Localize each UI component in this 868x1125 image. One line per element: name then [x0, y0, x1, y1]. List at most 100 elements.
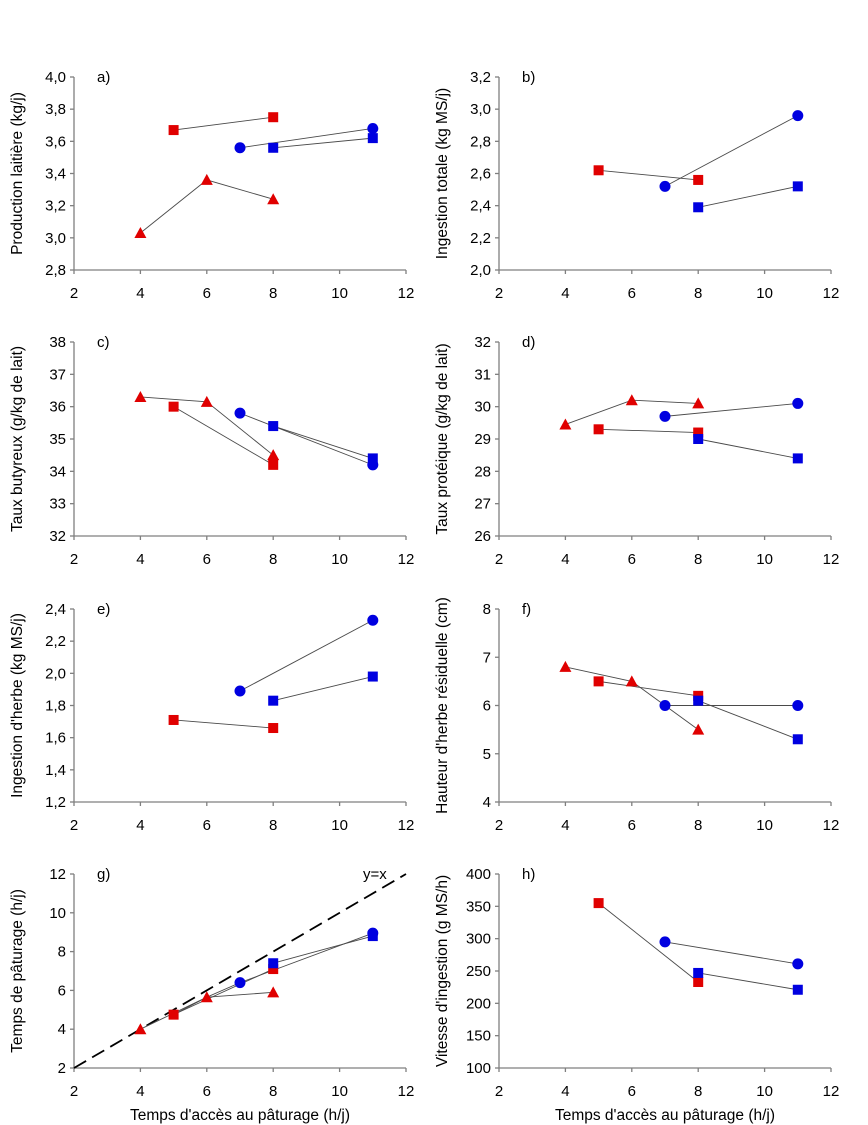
y-tick-label: 32	[49, 528, 66, 545]
y-tick-label: 2,2	[470, 230, 491, 247]
y-tick-label: 3,4	[45, 166, 66, 183]
data-point-blue-circle	[792, 397, 804, 409]
panel-label: a)	[97, 69, 110, 86]
y-tick-label: 6	[483, 698, 491, 715]
data-point-blue-square	[792, 734, 803, 745]
y-tick-label: 1,2	[45, 794, 66, 811]
data-point-red-triangle	[134, 227, 147, 239]
x-tick-label: 6	[203, 285, 211, 302]
series-line-blue-circle	[239, 932, 373, 984]
reference-line-y-equals-x	[73, 873, 407, 1069]
x-tick-label: 12	[398, 1083, 415, 1100]
series-line-blue-circle	[239, 412, 373, 466]
x-tick-label: 8	[269, 817, 277, 834]
data-point-blue-circle	[792, 110, 804, 122]
data-point-red-triangle	[625, 394, 638, 406]
panel-g: 2 4 6 8 10 12 2 4 6 8 10 12 g) Temps de pâturage (h/j…	[9, 866, 414, 1124]
y-axis-title: Ingestion totale (kg MS/j)	[434, 88, 451, 259]
y-tick-label: 6	[58, 982, 66, 999]
x-tick-label: 12	[823, 285, 840, 302]
y-tick-label: 300	[466, 931, 491, 948]
data-point-red-square	[593, 424, 604, 435]
x-tick-label: 2	[70, 285, 78, 302]
x-tick-label: 10	[756, 551, 773, 568]
series-line-red-square	[598, 169, 699, 181]
panel-c: 32 33 34 35 36 37 38 2 4 6 8 10 12 c) Taux butyreux (g…	[9, 334, 414, 568]
x-tick-label: 6	[203, 817, 211, 834]
series-line-red-square	[173, 116, 274, 131]
panel-d: 26 27 28 29 30 31 32 2 4 6 8 10 12 d) Taux protéique (…	[434, 334, 839, 568]
panel-e: 1,2 1,4 1,6 1,8 2,0 2,2 2,4 2 4 6 8 10 12 e) Ingestion…	[9, 601, 414, 834]
panel-b: 2,0 2,2 2,4 2,6 2,8 3,0 3,2 2 4 6 8 10 12 b) Ingestion…	[434, 69, 839, 302]
y-tick-label: 150	[466, 1028, 491, 1045]
data-point-blue-square	[367, 453, 378, 464]
x-tick-label: 8	[269, 1083, 277, 1100]
data-point-blue-square	[693, 967, 704, 978]
y-tick-label: 8	[58, 944, 66, 961]
data-point-red-square	[693, 427, 704, 438]
data-point-blue-square	[268, 958, 279, 969]
y-tick-label: 2,8	[470, 133, 491, 150]
data-point-red-square	[268, 964, 279, 975]
y-tick-label: 35	[49, 431, 66, 448]
data-point-red-triangle	[200, 395, 213, 407]
y-tick-label: 1,8	[45, 698, 66, 715]
data-point-red-square	[268, 723, 279, 734]
y-tick-label: 4,0	[45, 69, 66, 86]
data-point-blue-circle	[792, 958, 804, 970]
data-point-blue-square	[693, 434, 704, 444]
x-tick-label: 2	[70, 1083, 78, 1100]
data-point-red-square	[593, 165, 604, 176]
data-point-blue-circle	[659, 700, 671, 711]
data-point-red-triangle	[200, 173, 213, 185]
data-point-red-triangle	[559, 418, 572, 430]
x-tick-label: 10	[331, 285, 348, 302]
series-line-red-square	[598, 428, 699, 433]
series-line-blue-square	[273, 935, 373, 964]
x-tick-label: 6	[628, 551, 636, 568]
x-tick-label: 6	[628, 817, 636, 834]
y-tick-label: 4	[483, 794, 491, 811]
data-point-red-square	[268, 112, 279, 123]
y-axis-title: Ingestion d'herbe (kg MS/j)	[9, 613, 26, 798]
data-point-blue-circle	[792, 700, 804, 711]
y-tick-label: 38	[49, 334, 66, 351]
series-line-red-square	[598, 680, 699, 697]
y-tick-label: 27	[474, 496, 491, 513]
y-tick-label: 1,4	[45, 762, 66, 779]
y-tick-label: 3,2	[45, 198, 66, 215]
y-tick-label: 8	[483, 601, 491, 618]
x-tick-label: 6	[203, 551, 211, 568]
x-tick-label: 10	[331, 551, 348, 568]
series-line-blue-circle	[664, 402, 798, 417]
data-point-red-triangle	[692, 397, 705, 409]
y-tick-label: 2,6	[470, 166, 491, 183]
y-tick-label: 3,8	[45, 101, 66, 118]
y-tick-label: 2,2	[45, 633, 66, 650]
x-tick-label: 10	[331, 1083, 348, 1100]
x-tick-label: 12	[398, 817, 415, 834]
data-point-blue-circle	[234, 407, 246, 419]
series-line-blue-circle	[239, 619, 374, 692]
panel-label: f)	[522, 601, 531, 618]
series-line-red-square	[173, 719, 274, 729]
y-tick-label: 31	[474, 366, 491, 383]
data-point-blue-circle	[659, 410, 671, 422]
x-tick-label: 6	[628, 285, 636, 302]
data-point-blue-circle	[234, 685, 246, 697]
y-tick-label: 28	[474, 463, 491, 480]
series-line-blue-square	[698, 700, 798, 740]
x-tick-label: 8	[694, 551, 702, 568]
y-tick-label: 400	[466, 866, 491, 883]
data-point-red-triangle	[267, 986, 280, 998]
data-point-blue-square	[268, 142, 279, 153]
y-tick-label: 37	[49, 366, 66, 383]
data-point-blue-circle	[234, 142, 246, 154]
x-tick-label: 2	[495, 817, 503, 834]
x-tick-label: 10	[331, 817, 348, 834]
data-point-red-triangle	[200, 991, 213, 1003]
x-tick-label: 4	[561, 285, 569, 302]
data-point-red-triangle	[625, 675, 638, 687]
series-line-red-triangle	[140, 179, 274, 234]
x-tick-label: 8	[694, 1083, 702, 1100]
